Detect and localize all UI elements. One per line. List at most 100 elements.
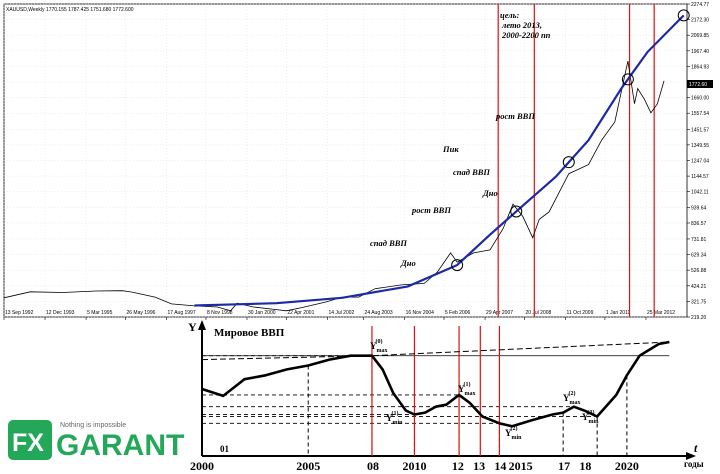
symbol-info: XAUUSD,Weekly 1770.155 1787.425 1751.680… [6, 7, 134, 13]
ymax2-main: Y [563, 393, 570, 403]
price-tick-label: 1042.11 [691, 190, 709, 196]
annotation-gdp-growth-right: рост ВВП [495, 111, 535, 121]
annotation-bottom-left: Дно [400, 258, 416, 268]
ymin1-main: Y [386, 413, 393, 423]
price-axis-bottom: 13 Sep 1992 12 Dec 1993 5 Mar 1995 26 May 1… [3, 310, 675, 320]
ymax1-sup: (1) [464, 381, 471, 388]
date-tick-label: 22 Apr 2001 [287, 310, 314, 316]
logo-fx: FX [12, 429, 44, 457]
price-plot-frame [3, 3, 688, 318]
date-tick-label: 1 Jan 2011 [606, 310, 631, 316]
price-tick-label: 1451.57 [691, 127, 709, 133]
price-tick-label: 321.75 [691, 299, 707, 305]
ymin3-main: Y [582, 412, 589, 422]
ymin1-sup: (1) [392, 410, 399, 417]
trend-marker-circle [562, 156, 575, 169]
label-ymin1: Ymin (1) [386, 410, 403, 426]
date-tick-label: 5 Feb 2006 [445, 310, 471, 316]
logo-fx-badge [8, 420, 52, 460]
price-grid [3, 3, 687, 318]
date-tick-label: 30 Jan 2000 [248, 310, 276, 316]
date-tick-label: 29 Apr 2007 [486, 310, 513, 316]
gdp-y-arrow [198, 320, 206, 330]
ymax0-main: Y [370, 341, 377, 351]
date-tick-label: 24 Aug 2003 [365, 310, 393, 316]
price-axis-right: 2274.772172.302069.851967.401864.931762.… [687, 2, 709, 321]
gdp-title: Мировое ВВП [214, 327, 285, 339]
gdp-label-01: 01 [220, 444, 230, 454]
trend-marker-circle [510, 205, 523, 218]
ymin1-sub: min [393, 420, 404, 426]
ymax0-sup: (0) [376, 338, 383, 345]
trend-marker-circle [677, 9, 690, 22]
gdp-tick-label: 13 [473, 459, 485, 473]
date-tick-label: 20 Jul 2008 [525, 310, 551, 316]
annotation-target-line-2: лето 2013, [501, 20, 542, 30]
trend-line [194, 14, 685, 307]
annotation-target-line-1: цель: [500, 10, 520, 20]
price-tick-label: 1144.57 [691, 174, 709, 180]
gdp-x-label: t [694, 441, 698, 455]
gdp-tick-label: 2000 [190, 459, 214, 473]
ymin2-main: Y [505, 428, 512, 438]
ymax2-sup: (2) [569, 390, 576, 397]
gdp-tick-label: 18 [579, 459, 591, 473]
ymin3-sub: min [589, 419, 600, 425]
annotation-target: цель: лето 2013, 2000-2200 пп [500, 10, 551, 40]
gdp-tick-label: 2015 [509, 459, 533, 473]
gdp-tick-label: 2010 [402, 459, 426, 473]
gdp-tick-label: 17 [558, 459, 570, 473]
price-tick-label: 1247.04 [691, 158, 709, 164]
trend-markers [451, 9, 690, 272]
trend-marker-circle [451, 259, 464, 272]
gdp-tick-label: 14 [494, 459, 506, 473]
current-price-box [687, 80, 713, 88]
date-tick-label: 12 Dec 1993 [46, 310, 75, 316]
price-tick-label: 629.34 [691, 253, 707, 259]
ymin2-sub: min [512, 435, 523, 441]
gdp-chart: Y Мировое ВВП t годы 01 2000 2005 08 2010 12… [188, 320, 704, 473]
price-tick-label: 2069.85 [691, 33, 709, 39]
gdp-years-label: годы [684, 459, 704, 469]
annotation-peak: Пик [442, 144, 459, 154]
date-tick-label: 25 Mar 2012 [647, 310, 675, 316]
price-tick-label: 2172.30 [691, 18, 709, 24]
label-ymin2: Ymin (2) [505, 425, 522, 441]
price-tick-label: 939.64 [691, 205, 707, 211]
price-tick-label: 731.81 [691, 237, 707, 243]
label-ymax1: Ymax (1) [458, 381, 476, 397]
logo-tagline: Nothing is impossible [60, 422, 126, 429]
price-tick-label: 526.88 [691, 268, 707, 274]
annotation-gdp-decline-left: спад ВВП [370, 238, 407, 248]
date-tick-label: 5 Mar 1995 [87, 310, 113, 316]
gdp-dashed-trend [201, 341, 670, 361]
gdp-tick-label: 2020 [615, 459, 639, 473]
cycle-lines [497, 4, 655, 317]
label-ymin3: Ymin (3) [582, 409, 599, 425]
gdp-tick-label: 08 [367, 459, 379, 473]
price-tick-label: 1349.55 [691, 143, 709, 149]
price-tick-label: 1557.54 [691, 111, 709, 117]
date-tick-label: 14 Jul 2002 [328, 310, 354, 316]
label-ymax2: Ymax (2) [563, 390, 581, 406]
label-ymax0: Ymax (0) [370, 338, 388, 354]
fxgarant-logo: FX GARANT Nothing is impossible [8, 420, 184, 462]
gdp-x-arrow [686, 452, 696, 460]
price-tick-label: 1864.93 [691, 64, 709, 70]
gdp-tick-label: 2005 [296, 459, 320, 473]
price-tick-label: 219.20 [691, 315, 707, 321]
date-tick-label: 13 Sep 1992 [5, 310, 34, 316]
price-tick-label: 424.21 [691, 284, 707, 290]
logo-name: GARANT [56, 429, 184, 462]
ymax2-sub: max [570, 400, 581, 406]
date-tick-label: 11 Oct 2009 [567, 310, 594, 316]
price-tick-label: 836.57 [691, 221, 707, 227]
gdp-y-label: Y [188, 320, 197, 334]
gdp-tick-label: 12 [452, 459, 464, 473]
annotation-gdp-growth-mid: рост ВВП [411, 205, 451, 215]
ymin2-sup: (2) [511, 425, 518, 432]
gdp-series-line [201, 340, 670, 428]
trend-marker-circle [621, 73, 634, 86]
